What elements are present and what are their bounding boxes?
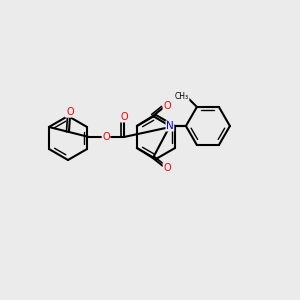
Text: O: O (163, 101, 171, 111)
Text: O: O (66, 107, 74, 117)
Text: O: O (102, 132, 110, 142)
Text: N: N (166, 121, 174, 131)
Text: O: O (163, 163, 171, 173)
Text: F: F (65, 107, 71, 117)
Text: CH₃: CH₃ (175, 92, 189, 101)
Text: O: O (120, 112, 128, 122)
